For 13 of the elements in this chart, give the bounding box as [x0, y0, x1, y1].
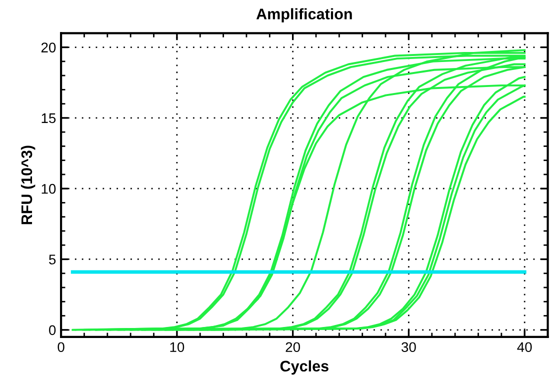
- y-tick-label: 5: [49, 254, 56, 264]
- y-tick-label: 15: [42, 113, 56, 124]
- y-axis-title: RFU (10^3): [20, 146, 36, 224]
- x-tick-label: 40: [517, 342, 532, 352]
- x-tick-label: 0: [58, 342, 64, 352]
- x-tick-label: 10: [170, 342, 184, 352]
- y-tick-label: 20: [41, 42, 56, 52]
- x-tick-label: 30: [402, 342, 416, 352]
- chart-title: Amplification: [256, 8, 352, 22]
- y-tick-label: 10: [42, 184, 56, 194]
- x-tick-label: 20: [286, 342, 300, 352]
- y-tick-label: 0: [49, 325, 56, 336]
- x-axis-title: Cycles: [280, 360, 328, 375]
